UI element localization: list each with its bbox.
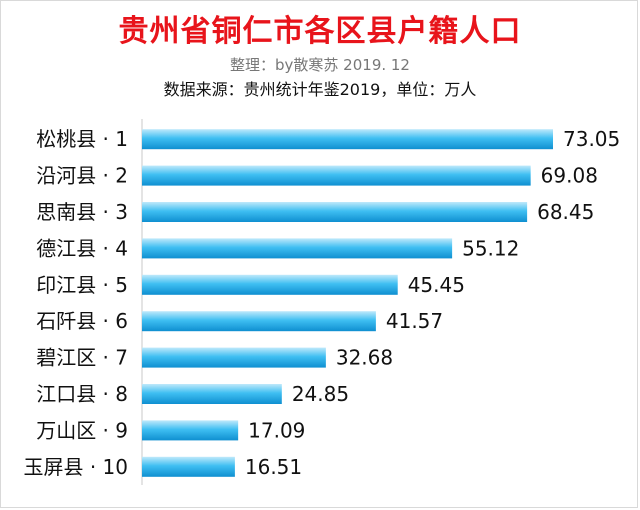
category-tick-label: 玉屏县 · 10 <box>23 455 128 479</box>
bar <box>142 129 553 150</box>
bar <box>142 238 453 259</box>
category-tick-label: 德江县 · 4 <box>36 236 128 260</box>
category-tick-label: 松桃县 · 1 <box>36 127 128 151</box>
data-label: 17.09 <box>248 418 305 442</box>
data-label: 16.51 <box>245 455 302 479</box>
category-tick-label: 万山区 · 9 <box>36 418 128 442</box>
chart-source: 数据来源：贵州统计年鉴2019，单位：万人 <box>163 80 477 99</box>
data-label: 41.57 <box>386 309 443 333</box>
bar <box>142 202 528 222</box>
bar <box>142 347 326 368</box>
data-label: 69.08 <box>541 164 598 188</box>
bar <box>142 311 376 332</box>
chart-credit: 整理：by散寒苏 2019. 12 <box>230 56 410 74</box>
bar <box>142 420 239 441</box>
data-label: 32.68 <box>336 346 393 370</box>
bar <box>142 456 235 477</box>
category-tick-label: 思南县 · 3 <box>36 200 128 224</box>
category-tick-label: 沿河县 · 2 <box>36 164 128 188</box>
bar <box>142 274 398 295</box>
chart-title: 贵州省铜仁市各区县户籍人口 <box>118 14 522 49</box>
bar <box>142 384 282 404</box>
category-tick-label: 石阡县 · 6 <box>36 309 128 333</box>
category-tick-label: 碧江区 · 7 <box>36 346 128 370</box>
data-label: 68.45 <box>537 200 594 224</box>
category-tick-label: 江口县 · 8 <box>36 382 128 406</box>
data-label: 24.85 <box>292 382 349 406</box>
data-label: 45.45 <box>408 273 465 297</box>
data-label: 73.05 <box>563 127 620 151</box>
bar <box>142 165 531 186</box>
category-tick-label: 印江县 · 5 <box>36 273 128 297</box>
data-label: 55.12 <box>462 236 519 260</box>
